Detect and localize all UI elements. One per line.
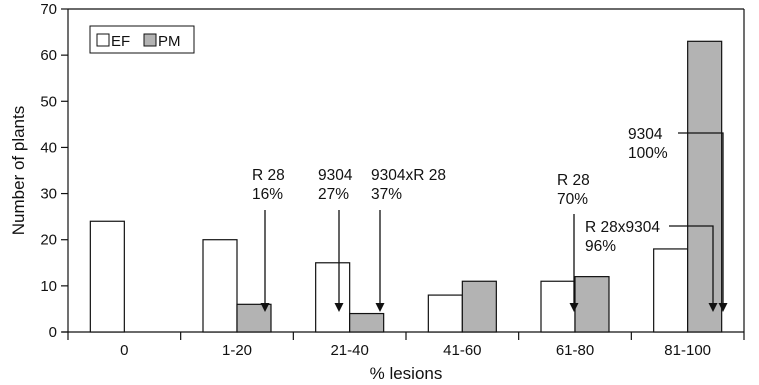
y-tick-label: 40 [40,139,57,156]
annotation-arrowhead [260,303,270,312]
annotation-text: 16% [252,186,283,203]
annotation-text: 9304xR 28 [371,167,446,184]
bar-ef-41-60 [427,294,463,333]
bar-pm-81-100 [687,40,723,333]
y-tick-label: 10 [40,278,57,295]
legend-label-ef: EF [111,33,130,50]
y-tick-label: 30 [40,186,57,203]
plot-frame [68,8,745,332]
annotation-text: 70% [557,191,588,208]
y-ticks: 0 10 20 30 40 50 60 70 [40,1,68,341]
bar-ef-61-80 [540,280,576,333]
y-tick-label: 70 [40,1,57,18]
y-axis-title: Number of plants [9,106,28,235]
bar-ef-21-40 [315,262,351,333]
legend: EF PM [89,25,195,54]
x-axis: 0 1-20 21-40 41-60 61-80 81-100 % lesions [62,331,745,383]
annotation-arrowhead [334,303,344,312]
annotation-text: 27% [318,186,349,203]
annotation-text: R 28 [252,167,285,184]
annotation-text: 100% [628,145,668,162]
x-tick-label: 21-40 [330,342,368,359]
legend-swatch-ef [96,33,110,47]
annotation-text: 37% [371,186,402,203]
bar-ef-1-20 [202,239,238,333]
bars [89,40,723,333]
annotation-arrow-line [669,225,714,304]
y-tick-label: 20 [40,232,57,249]
y-tick-label: 50 [40,93,57,110]
annotation: R 28 16% [252,167,285,312]
annotation: 9304xR 28 37% [371,167,446,312]
annotation-text: R 28x9304 [585,219,660,236]
annotation-text: 96% [585,238,616,255]
x-axis-title: % lesions [370,364,443,383]
x-tick-label: 1-20 [222,342,252,359]
annotations: R 28 16% 9304 27% 9304xR 28 37% R 28 70% 9304 100… [252,126,728,312]
annotation-arrowhead [375,303,385,312]
y-axis: 0 10 20 30 40 50 60 70 Number of plants [9,1,69,341]
bar-ef-0 [89,220,125,333]
x-ticks: 0 1-20 21-40 41-60 61-80 81-100 [67,332,745,359]
annotation-arrowhead [569,303,579,312]
y-tick-label: 60 [40,47,57,64]
bar-pm-61-80 [574,276,610,333]
annotation-arrowhead [718,303,728,312]
x-tick-label: 0 [120,342,128,359]
annotation: 9304 27% [318,167,353,312]
annotation-arrow-line [678,132,724,304]
annotation: R 28 70% [557,172,590,312]
annotation: R 28x9304 96% [585,219,718,312]
x-tick-label: 41-60 [443,342,481,359]
annotation-text: 9304 [318,167,353,184]
bar-ef-81-100 [653,248,689,333]
legend-label-pm: PM [158,33,181,50]
annotation-text: R 28 [557,172,590,189]
x-tick-label: 61-80 [556,342,594,359]
bar-pm-41-60 [461,280,497,333]
annotation: 9304 100% [628,126,728,312]
bar-pm-21-40 [349,312,385,333]
legend-swatch-pm [143,33,157,47]
x-tick-label: 81-100 [664,342,711,359]
annotation-text: 9304 [628,126,663,143]
annotation-arrowhead [708,303,718,312]
y-tick-label: 0 [49,324,57,341]
